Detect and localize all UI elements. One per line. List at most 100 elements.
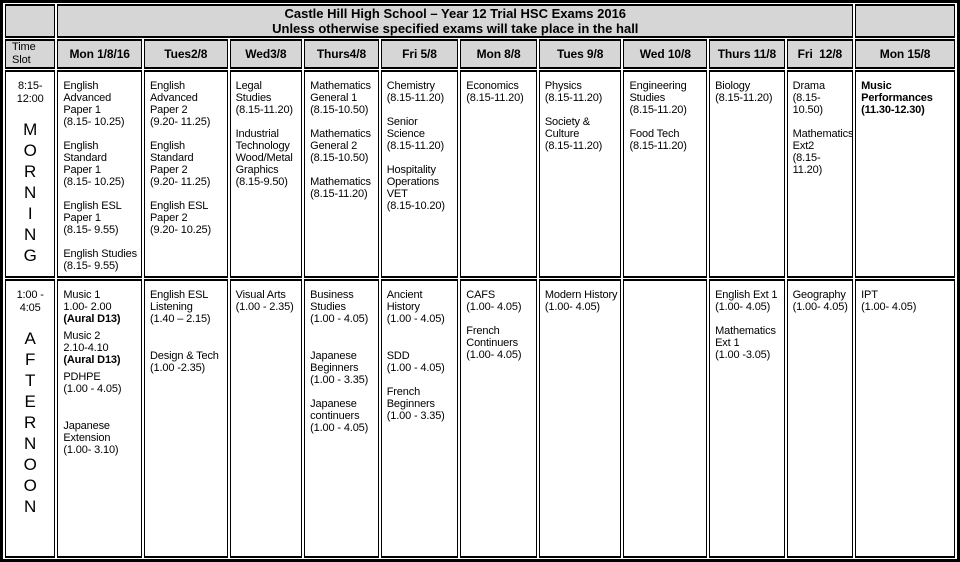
exam-cell: Chemistry (8.15-11.20) Senior Science (8.15…	[380, 70, 459, 278]
subject-note: (Aural D13)	[63, 313, 121, 325]
exam-entry: English Studies (8.15- 9.55)	[63, 248, 138, 272]
subject-name: French Continuers	[466, 325, 518, 349]
subject-time: (9.20- 11.25)	[150, 176, 211, 188]
subject-time: (9.20- 11.25)	[150, 116, 211, 128]
subject-name: CAFS	[466, 289, 496, 301]
exam-cell: English ESL Listening (1.40 – 2.15) Design…	[144, 279, 228, 558]
exam-cell: Biology (8.15-11.20)	[709, 70, 785, 278]
exam-entry: Food Tech (8.15-11.20)	[629, 128, 703, 152]
subject-name: Japanese Extension	[63, 420, 111, 444]
exam-cell	[623, 279, 708, 558]
subject-name: English ESL Listening	[150, 289, 208, 313]
subject-time: (8.15-11.20)	[792, 152, 823, 176]
exam-entry: Mathematics General 2 (8.15-10.50)	[310, 128, 375, 164]
subject-time: (1.00 - 2.35)	[235, 301, 294, 313]
column-header-day-2: Tues2/8	[144, 39, 228, 69]
subject-name: Chemistry	[386, 80, 435, 92]
subject-name: English ESL Paper 1	[63, 200, 122, 224]
exam-cell: English Ext 1 (1.00- 4.05) Mathematics Ext…	[709, 279, 785, 558]
exam-entry: Physics (8.15-11.20)	[545, 80, 618, 104]
exam-cell: Legal Studies (8.15-11.20) Industrial Tech…	[229, 70, 303, 278]
subject-time: (1.00- 3.10)	[63, 444, 119, 456]
subject-name: English Studies	[63, 248, 137, 260]
exam-entry: Industrial Technology Wood/Metal Graphic…	[236, 128, 299, 188]
slot-time: 8:15-12:00	[16, 80, 44, 105]
subject-name: Senior Science	[386, 116, 425, 140]
subject-time: 1.00- 2.00	[63, 301, 112, 313]
subject-time: (8.15-9.50)	[235, 176, 288, 188]
subject-name: Physics	[544, 80, 582, 92]
exam-entry: CAFS (1.00- 4.05)	[466, 289, 533, 313]
subject-name: Music Performances	[861, 80, 933, 104]
subject-time: (8.15-11.20)	[629, 104, 687, 116]
subject-time: (8.15- 10.25)	[63, 176, 125, 188]
exam-entry: Mathematics (8.15-11.20)	[310, 176, 375, 200]
exam-entry: English Standard Paper 2 (9.20- 11.25)	[150, 140, 224, 188]
exam-cell: Visual Arts (1.00 - 2.35)	[229, 279, 303, 558]
subject-time: (1.00 -2.35)	[150, 362, 206, 374]
subject-time: (1.00 - 4.05)	[386, 362, 445, 374]
subject-name: Geography	[792, 289, 846, 301]
subject-name: Economics	[466, 80, 519, 92]
subject-name: Japanese Beginners	[310, 350, 359, 374]
subject-time: (8.15-11.20)	[235, 104, 293, 116]
exam-entry: English ESL Listening (1.40 – 2.15)	[150, 289, 224, 325]
subject-note: (Aural D13)	[63, 354, 121, 366]
exam-cell: Music Performances (11.30-12.30)	[855, 70, 955, 278]
exam-cell: Engineering Studies (8.15-11.20) Food Tech…	[623, 70, 708, 278]
exam-entry: Design & Tech (1.00 -2.35)	[150, 350, 224, 374]
exam-entry: Drama (8.15-10.50)	[793, 80, 850, 116]
exam-entry: Music 2 2.10-4.10 (Aural D13)	[63, 330, 138, 366]
exam-entry: Music 1 1.00- 2.00 (Aural D13)	[63, 289, 138, 325]
exam-entry: Japanese Extension (1.00- 3.10)	[63, 420, 138, 456]
subject-time: (1.00 - 3.35)	[310, 374, 369, 386]
exam-entry: English Advanced Paper 1 (8.15- 10.25)	[63, 80, 138, 128]
exam-entry: Modern History (1.00- 4.05)	[545, 289, 618, 313]
subject-name: English ESL Paper 2	[150, 200, 208, 224]
subject-name: Mathematics Ext 1	[715, 325, 776, 349]
row-afternoon: 1:00 - 4:05 A F T E R N O O N Music 1 1.00-…	[5, 279, 955, 558]
subject-name: Ancient History	[386, 289, 423, 313]
subject-time: (1.00 - 4.05)	[310, 422, 369, 434]
subject-name: Society & Culture	[544, 116, 590, 140]
exam-cell: Business Studies (1.00 - 4.05) Japanese Be…	[304, 279, 379, 558]
exam-entry: English ESL Paper 1 (8.15- 9.55)	[63, 200, 138, 236]
exam-entry: Engineering Studies (8.15-11.20)	[629, 80, 703, 116]
subject-name: Music 2	[63, 330, 101, 342]
subject-time: (1.00 - 4.05)	[63, 383, 122, 395]
subject-time: (1.40 – 2.15)	[150, 313, 211, 325]
column-header-day-7: Tues 9/8	[538, 39, 622, 69]
title-line-1: Castle Hill High School – Year 12 Trial …	[284, 6, 627, 21]
exam-entry: Society & Culture (8.15-11.20)	[545, 116, 618, 152]
subject-time: (1.00 - 4.05)	[310, 313, 369, 325]
subject-name: Business Studies	[310, 289, 354, 313]
exam-entry: IPT (1.00- 4.05)	[861, 289, 951, 313]
exam-cell: Music 1 1.00- 2.00 (Aural D13) Music 2 2.10-…	[57, 279, 142, 558]
exam-cell: Ancient History (1.00 - 4.05) SDD (1.00 - 4…	[380, 279, 459, 558]
subject-time: (8.15- 9.55)	[63, 260, 119, 272]
exam-cell: English Advanced Paper 2 (9.20- 11.25) Eng…	[144, 70, 228, 278]
exam-entry: Mathematics Ext 1 (1.00 -3.05)	[715, 325, 781, 361]
subject-time: (8.15-11.20)	[386, 92, 445, 104]
subject-name: French Beginners	[386, 386, 435, 410]
slot-label: M O R N I N G	[23, 120, 38, 265]
subject-name: Japanese continuers	[310, 398, 360, 422]
subject-name: Biology	[715, 80, 751, 92]
subject-name: PDHPE	[63, 371, 101, 383]
subject-name: English Advanced Paper 2	[150, 80, 198, 116]
subject-name: Hospitality Operations VET	[386, 164, 440, 200]
subject-time: (8.15- 10.25)	[63, 116, 125, 128]
subject-time: (8.15-10.50)	[310, 104, 369, 116]
exam-entry: Chemistry (8.15-11.20)	[387, 80, 455, 104]
exam-entry: English Advanced Paper 2 (9.20- 11.25)	[150, 80, 224, 128]
exam-entry: SDD (1.00 - 4.05)	[387, 350, 455, 374]
exam-entry: Ancient History (1.00 - 4.05)	[387, 289, 455, 325]
exam-entry: Hospitality Operations VET (8.15-10.20)	[387, 164, 455, 212]
exam-entry: Senior Science (8.15-11.20)	[387, 116, 455, 152]
column-header-day-6: Mon 8/8	[460, 39, 537, 69]
exam-cell: Physics (8.15-11.20) Society & Culture (8.1…	[538, 70, 622, 278]
exam-entry: Music Performances (11.30-12.30)	[861, 80, 951, 116]
timeslot-header: Time Slot	[5, 39, 56, 69]
exam-cell: Modern History (1.00- 4.05)	[538, 279, 622, 558]
